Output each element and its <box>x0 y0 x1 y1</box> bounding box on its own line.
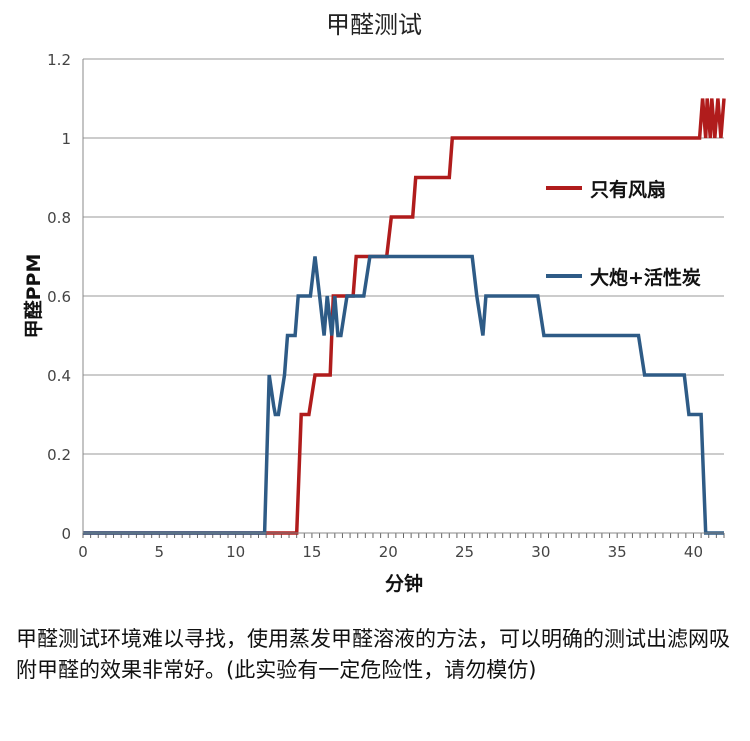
caption-text: 甲醛测试环境难以寻找，使用蒸发甲醛溶液的方法，可以明确的测试出滤网吸附甲醛的效果… <box>16 627 730 682</box>
x-axis-label: 分钟 <box>385 572 423 595</box>
x-tick-label: 30 <box>531 543 550 561</box>
x-tick-label: 0 <box>78 543 88 561</box>
y-tick-label: 0 <box>61 525 71 543</box>
y-tick-label: 0.8 <box>47 209 71 227</box>
x-tick-label: 20 <box>379 543 398 561</box>
formaldehyde-line-chart: 甲醛测试 00.20.40.60.811.2 0 5 10 15 20 25 30 35 40 … <box>22 11 726 595</box>
legend-label-fan-only: 只有风扇 <box>590 178 666 201</box>
x-tick-label: 15 <box>302 543 321 561</box>
series-line-fan-carbon <box>83 254 724 535</box>
x-tick-label: 40 <box>684 543 703 561</box>
x-tick-label: 10 <box>226 543 245 561</box>
x-tick-label: 25 <box>455 543 474 561</box>
legend-label-fan-carbon: 大炮+活性炭 <box>590 266 701 289</box>
x-tick-label: 35 <box>608 543 627 561</box>
series-line-fan-only <box>83 98 726 535</box>
series-lines <box>83 98 726 535</box>
legend: 只有风扇 大炮+活性炭 <box>546 178 701 289</box>
x-tick-labels: 0 5 10 15 20 25 30 35 40 <box>78 543 703 561</box>
y-axis-label: 甲醛PPM <box>22 254 45 339</box>
y-tick-label: 0.2 <box>47 446 71 464</box>
y-tick-label: 1 <box>61 130 71 148</box>
chart-title: 甲醛测试 <box>326 11 422 39</box>
chart-gridlines <box>83 58 724 455</box>
y-tick-labels: 0 0.2 0.4 0.6 0.8 1 1.2 <box>47 51 71 543</box>
y-tick-label: 0.4 <box>47 367 71 385</box>
x-tick-label: 5 <box>155 543 165 561</box>
y-tick-label: 0.6 <box>47 288 71 306</box>
y-tick-label: 1.2 <box>47 51 71 69</box>
